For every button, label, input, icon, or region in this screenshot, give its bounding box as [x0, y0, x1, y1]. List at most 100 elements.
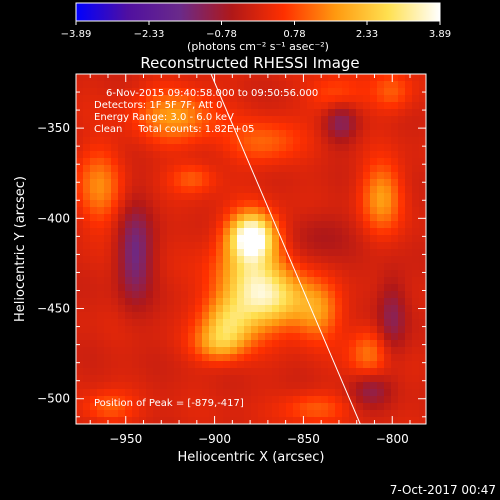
heatmap-cell: [363, 340, 371, 348]
heatmap-cell: [188, 172, 196, 180]
heatmap-cell: [356, 88, 364, 96]
heatmap-cell: [335, 368, 343, 376]
heatmap-cell: [286, 389, 294, 397]
heatmap-cell: [202, 221, 210, 229]
heatmap-cell: [111, 361, 119, 369]
heatmap-cell: [104, 179, 112, 187]
heatmap-cell: [293, 396, 301, 404]
heatmap-cell: [370, 284, 378, 292]
x-tick-label: −900: [198, 432, 231, 446]
heatmap-cell: [167, 214, 175, 222]
heatmap-cell: [384, 102, 392, 110]
heatmap-cell: [153, 214, 161, 222]
heatmap-cell: [391, 193, 399, 201]
heatmap-cell: [307, 81, 315, 89]
heatmap-cell: [307, 312, 315, 320]
heatmap-cell: [279, 172, 287, 180]
heatmap-cell: [258, 137, 266, 145]
heatmap-cell: [356, 410, 364, 418]
heatmap-cell: [97, 347, 105, 355]
heatmap-cell: [90, 144, 98, 152]
heatmap-cell: [356, 123, 364, 131]
heatmap-cell: [237, 417, 245, 424]
heatmap-cell: [251, 165, 259, 173]
heatmap-cell: [209, 186, 217, 194]
heatmap-cell: [300, 221, 308, 229]
heatmap-cell: [391, 333, 399, 341]
heatmap-cell: [76, 221, 84, 229]
heatmap-cell: [160, 81, 168, 89]
heatmap-cell: [335, 305, 343, 313]
heatmap-cell: [230, 193, 238, 201]
heatmap-cell: [146, 123, 154, 131]
heatmap-cell: [265, 263, 273, 271]
heatmap-cell: [384, 221, 392, 229]
heatmap-cell: [195, 81, 203, 89]
heatmap-cell: [419, 193, 426, 201]
heatmap-cell: [244, 158, 252, 166]
heatmap-cell: [258, 249, 266, 257]
heatmap-cell: [139, 123, 147, 131]
heatmap-cell: [104, 333, 112, 341]
heatmap-cell: [223, 88, 231, 96]
colorbar: [75, 2, 441, 22]
heatmap-cell: [202, 186, 210, 194]
heatmap-cell: [90, 284, 98, 292]
heatmap-cell: [195, 410, 203, 418]
heatmap-cell: [398, 88, 406, 96]
heatmap-cell: [209, 417, 217, 424]
heatmap-cell: [132, 284, 140, 292]
heatmap-cell: [195, 144, 203, 152]
heatmap-cell: [139, 361, 147, 369]
heatmap-cell: [90, 249, 98, 257]
heatmap-cell: [76, 270, 84, 278]
heatmap-cell: [195, 172, 203, 180]
heatmap-cell: [223, 200, 231, 208]
heatmap-cell: [258, 221, 266, 229]
heatmap-cell: [160, 151, 168, 159]
heatmap-cell: [398, 116, 406, 124]
heatmap-cell: [83, 340, 91, 348]
heatmap-cell: [209, 319, 217, 327]
heatmap-cell: [111, 410, 119, 418]
heatmap-cell: [307, 417, 315, 424]
heatmap-cell: [216, 375, 224, 383]
heatmap-cell: [97, 389, 105, 397]
heatmap-cell: [230, 249, 238, 257]
heatmap-cell: [300, 368, 308, 376]
heatmap-cell: [391, 396, 399, 404]
heatmap-cell: [328, 144, 336, 152]
heatmap-cell: [307, 242, 315, 250]
heatmap-cell: [293, 151, 301, 159]
heatmap-cell: [237, 123, 245, 131]
heatmap-cell: [293, 186, 301, 194]
heatmap-cell: [118, 109, 126, 117]
heatmap-cell: [335, 410, 343, 418]
heatmap-cell: [279, 165, 287, 173]
heatmap-cell: [83, 116, 91, 124]
heatmap-cell: [286, 88, 294, 96]
heatmap-cell: [398, 319, 406, 327]
heatmap-cell: [146, 228, 154, 236]
heatmap-cell: [132, 347, 140, 355]
heatmap-cell: [377, 333, 385, 341]
heatmap-cell: [153, 347, 161, 355]
heatmap-cell: [125, 193, 133, 201]
heatmap-cell: [132, 193, 140, 201]
heatmap-cell: [181, 228, 189, 236]
heatmap-cell: [384, 305, 392, 313]
heatmap-cell: [146, 270, 154, 278]
heatmap-cell: [279, 158, 287, 166]
heatmap-cell: [195, 102, 203, 110]
heatmap-cell: [174, 109, 182, 117]
heatmap-cell: [384, 109, 392, 117]
heatmap-cell: [97, 228, 105, 236]
heatmap-cell: [265, 144, 273, 152]
heatmap-cell: [125, 172, 133, 180]
heatmap-cell: [251, 382, 259, 390]
heatmap-cell: [160, 102, 168, 110]
heatmap-cell: [251, 249, 259, 257]
heatmap-cell: [258, 228, 266, 236]
heatmap-cell: [202, 417, 210, 424]
heatmap-cell: [384, 368, 392, 376]
